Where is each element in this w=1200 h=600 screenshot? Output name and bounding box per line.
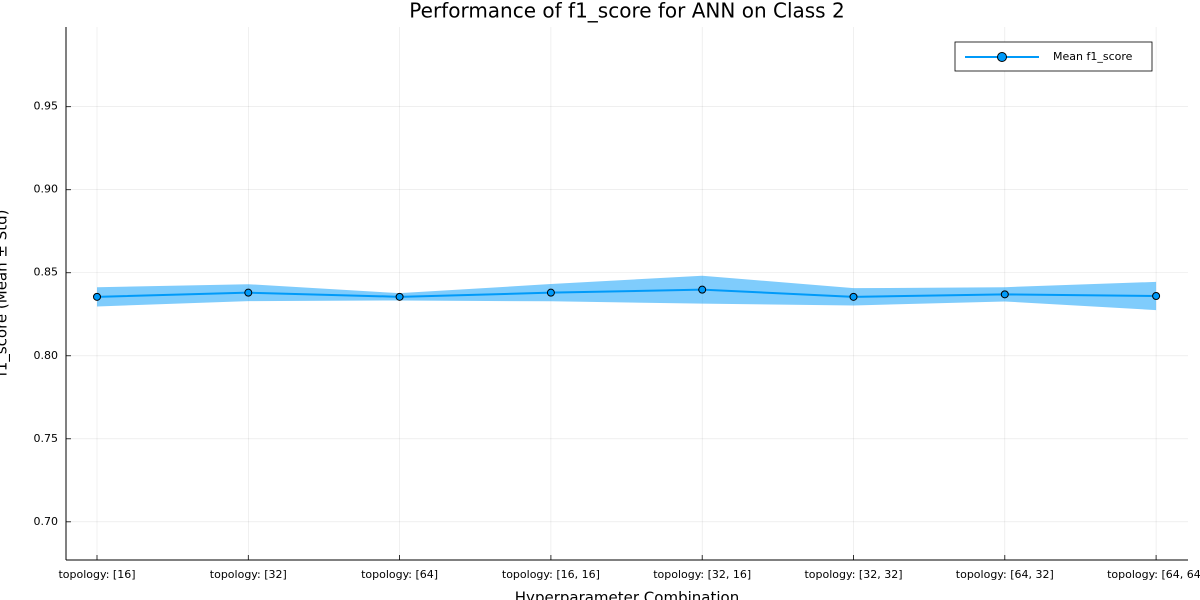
mean-point — [1000, 290, 1009, 299]
x-tick-label: topology: [64, 32] — [956, 568, 1054, 581]
x-tick-label: topology: [16, 16] — [502, 568, 600, 581]
mean-point — [546, 288, 555, 297]
x-tick-label: topology: [64] — [361, 568, 438, 581]
mean-point — [93, 292, 101, 301]
y-tick-label: 0.80 — [34, 349, 59, 362]
mean-point — [698, 285, 707, 294]
x-tick-label: topology: [32, 16] — [653, 568, 751, 581]
mean-point — [849, 292, 858, 301]
y-tick-label: 0.75 — [34, 432, 59, 445]
mean-point — [244, 288, 253, 297]
x-tick-label: topology: [16] — [58, 568, 135, 581]
mean-line — [96, 288, 1157, 298]
y-tick-label: 0.95 — [34, 100, 59, 113]
x-tick-label: topology: [64, 64] — [1107, 568, 1200, 581]
legend-label: Mean f1_score — [1053, 50, 1133, 63]
y-tick-label: 0.70 — [34, 515, 59, 528]
y-tick-label: 0.85 — [34, 266, 59, 279]
chart-title: Performance of f1_score for ANN on Class… — [409, 0, 844, 23]
y-axis-label: f1_score (Mean ± Std) — [0, 210, 12, 377]
x-axis-label: Hyperparameter Combination — [515, 589, 739, 600]
mean-point — [395, 292, 404, 301]
x-tick-label: topology: [32] — [210, 568, 287, 581]
x-tick-label: topology: [32, 32] — [804, 568, 902, 581]
mean-point — [1152, 291, 1161, 300]
std-ribbon — [97, 275, 1157, 311]
y-tick-label: 0.90 — [34, 183, 59, 196]
legend-marker — [997, 52, 1007, 62]
